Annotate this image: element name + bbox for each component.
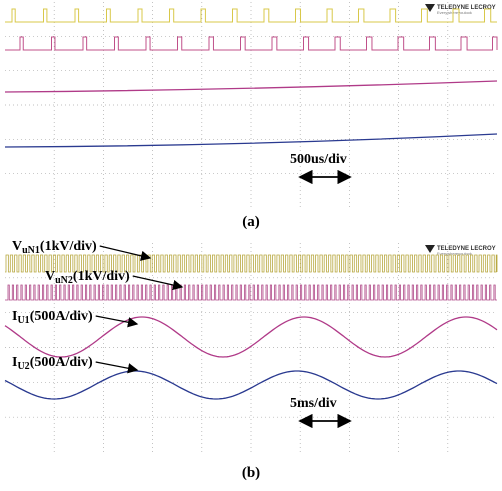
trace-label: VuN1(1kV/div) (12, 239, 97, 256)
trace (5, 8, 497, 23)
label-sub: U2 (17, 361, 29, 372)
trace-label: IU2(500A/div) (12, 355, 93, 372)
label-rest: (1kV/div) (40, 239, 97, 254)
trace (4, 80, 498, 93)
trace (4, 133, 498, 148)
label-main: I (12, 355, 17, 370)
label-main: V (12, 239, 22, 254)
trace-label: IU1(500A/div) (12, 309, 93, 326)
trace (5, 36, 498, 51)
label-arrow (95, 315, 139, 328)
trace (5, 254, 498, 273)
label-rest: (500A/div) (30, 355, 93, 370)
logo-icon (425, 245, 435, 253)
logo-tagline: Everywhereyoulook (437, 10, 472, 15)
caption: (b) (242, 465, 260, 481)
label-sub: uN2 (55, 275, 73, 286)
label-main: I (12, 309, 17, 324)
trace-label: VuN2(1kV/div) (45, 269, 130, 286)
label-arrow (99, 245, 152, 261)
label-rest: (1kV/div) (73, 269, 130, 284)
grid (5, 243, 497, 452)
grid (5, 2, 497, 208)
trace (5, 284, 497, 301)
trace (4, 316, 498, 358)
label-sub: U1 (17, 315, 29, 326)
logo-icon (425, 4, 435, 12)
logo-brand: TELEDYNE LECROY (437, 5, 496, 11)
label-rest: (500A/div) (30, 309, 93, 324)
logo-tagline: Everywhereyoulook (437, 251, 472, 256)
label-arrow (132, 275, 184, 291)
label-main: V (45, 269, 55, 284)
logo-brand: TELEDYNE LECROY (437, 246, 496, 252)
time-scale: 5ms/div (290, 396, 337, 411)
caption: (a) (242, 214, 260, 230)
label-sub: uN1 (22, 245, 40, 256)
time-scale: 500us/div (290, 152, 347, 167)
trace (4, 370, 498, 400)
label-arrow (95, 361, 139, 374)
